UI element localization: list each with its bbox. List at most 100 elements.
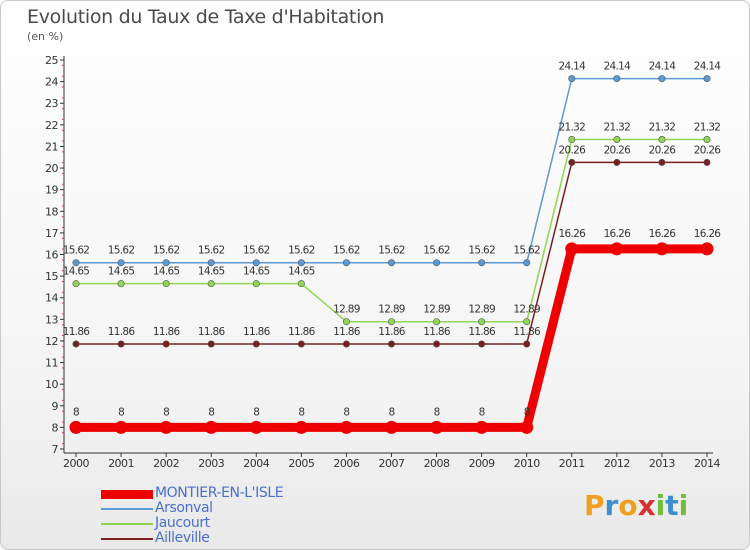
legend-swatch xyxy=(101,523,153,525)
legend-swatch xyxy=(101,538,153,540)
data-label-arsonval: 15.62 xyxy=(333,245,360,257)
x-tick-label: 2014 xyxy=(694,457,720,470)
data-label-arsonval: 15.62 xyxy=(378,245,405,257)
logo-letter: P xyxy=(584,489,605,522)
data-label-montier-en-l-isle: 16.26 xyxy=(559,228,587,240)
data-label-arsonval: 24.14 xyxy=(694,61,722,73)
data-label-montier-en-l-isle: 8 xyxy=(118,406,124,418)
x-tick-label: 2002 xyxy=(153,457,179,470)
y-tick-label: 10 xyxy=(45,378,58,391)
data-point-arsonval xyxy=(342,259,350,267)
legend-item: Jaucourt xyxy=(101,515,421,532)
data-label-arsonval: 15.62 xyxy=(108,245,135,257)
y-tick-label: 21 xyxy=(45,140,58,153)
data-label-arsonval: 15.62 xyxy=(288,245,315,257)
data-point-ailleville xyxy=(433,340,441,348)
data-label-jaucourt: 12.89 xyxy=(333,304,360,316)
logo-letter: i xyxy=(655,489,666,522)
data-label-ailleville: 11.86 xyxy=(513,326,541,338)
y-tick-label: 16 xyxy=(45,249,58,262)
x-tick-label: 2000 xyxy=(63,457,89,470)
data-label-ailleville: 11.86 xyxy=(153,326,181,338)
data-point-arsonval xyxy=(387,259,395,267)
data-point-arsonval xyxy=(703,75,711,83)
data-label-montier-en-l-isle: 8 xyxy=(434,406,440,418)
y-tick-label: 14 xyxy=(45,292,58,305)
data-point-ailleville xyxy=(72,340,80,348)
data-label-ailleville: 11.86 xyxy=(423,326,451,338)
data-point-arsonval xyxy=(478,259,486,267)
data-point-montier-en-l-isle xyxy=(430,420,444,434)
legend-item: MONTIER-EN-L'ISLE xyxy=(101,485,421,502)
data-point-jaucourt xyxy=(117,280,125,288)
data-label-montier-en-l-isle: 8 xyxy=(208,406,214,418)
data-label-ailleville: 11.86 xyxy=(108,326,136,338)
data-label-jaucourt: 12.89 xyxy=(468,304,495,316)
data-label-ailleville: 20.26 xyxy=(559,144,587,156)
data-label-ailleville: 11.86 xyxy=(243,326,271,338)
legend-label: Arsonval xyxy=(155,500,213,516)
data-point-jaucourt xyxy=(387,318,395,326)
x-tick-label: 2003 xyxy=(198,457,224,470)
logo-letter: o xyxy=(618,489,638,522)
data-point-arsonval xyxy=(297,259,305,267)
data-point-montier-en-l-isle xyxy=(385,420,398,434)
data-point-arsonval xyxy=(613,75,621,83)
data-point-ailleville xyxy=(297,340,305,348)
y-tick-label: 19 xyxy=(45,184,58,197)
x-tick-label: 2007 xyxy=(379,457,405,470)
y-tick-label: 24 xyxy=(45,76,58,89)
data-label-montier-en-l-isle: 16.26 xyxy=(694,228,722,240)
legend-label: Jaucourt xyxy=(155,515,210,531)
x-tick-label: 2004 xyxy=(243,457,269,470)
x-tick-label: 2006 xyxy=(333,457,359,470)
data-label-arsonval: 15.62 xyxy=(153,245,180,257)
data-label-arsonval: 24.14 xyxy=(649,61,677,73)
data-label-montier-en-l-isle: 8 xyxy=(298,406,304,418)
data-point-jaucourt xyxy=(613,136,621,144)
data-point-montier-en-l-isle xyxy=(249,420,263,434)
data-point-arsonval xyxy=(72,259,80,267)
data-point-arsonval xyxy=(568,75,576,83)
data-label-ailleville: 20.26 xyxy=(694,144,722,156)
data-label-montier-en-l-isle: 8 xyxy=(253,406,259,418)
data-point-arsonval xyxy=(433,259,441,267)
data-point-montier-en-l-isle xyxy=(610,242,624,256)
data-point-arsonval xyxy=(117,259,125,267)
data-point-arsonval xyxy=(252,259,260,267)
data-label-jaucourt: 14.65 xyxy=(288,266,315,278)
y-tick-label: 15 xyxy=(45,270,58,283)
data-label-jaucourt: 14.65 xyxy=(108,266,135,278)
data-point-jaucourt xyxy=(252,280,260,288)
chart-title: Evolution du Taux de Taxe d'Habitation xyxy=(27,6,385,28)
y-tick-label: 22 xyxy=(45,119,58,132)
data-point-arsonval xyxy=(523,259,531,267)
data-point-ailleville xyxy=(613,158,621,166)
data-point-arsonval xyxy=(658,75,666,83)
y-tick-label: 20 xyxy=(45,162,58,175)
data-point-ailleville xyxy=(252,340,260,348)
data-label-jaucourt: 12.89 xyxy=(378,304,405,316)
data-point-jaucourt xyxy=(433,318,441,326)
logo-letter: x xyxy=(637,489,656,522)
data-label-montier-en-l-isle: 8 xyxy=(73,406,79,418)
data-label-montier-en-l-isle: 8 xyxy=(163,406,169,418)
data-point-ailleville xyxy=(162,340,170,348)
data-label-jaucourt: 14.65 xyxy=(198,266,225,278)
data-label-ailleville: 11.86 xyxy=(468,326,496,338)
data-point-montier-en-l-isle xyxy=(159,420,173,434)
data-label-montier-en-l-isle: 16.26 xyxy=(649,228,677,240)
data-label-montier-en-l-isle: 8 xyxy=(479,406,485,418)
data-label-montier-en-l-isle: 16.26 xyxy=(604,228,632,240)
logo-letter: t xyxy=(665,489,679,522)
data-label-jaucourt: 14.65 xyxy=(153,266,180,278)
x-tick-label: 2012 xyxy=(604,457,630,470)
data-point-montier-en-l-isle xyxy=(475,420,489,434)
x-tick-label: 2009 xyxy=(469,457,495,470)
x-tick-label: 2001 xyxy=(108,457,134,470)
data-point-ailleville xyxy=(387,340,395,348)
data-label-jaucourt: 21.32 xyxy=(649,122,676,134)
data-point-ailleville xyxy=(342,340,350,348)
data-label-arsonval: 24.14 xyxy=(559,61,587,73)
